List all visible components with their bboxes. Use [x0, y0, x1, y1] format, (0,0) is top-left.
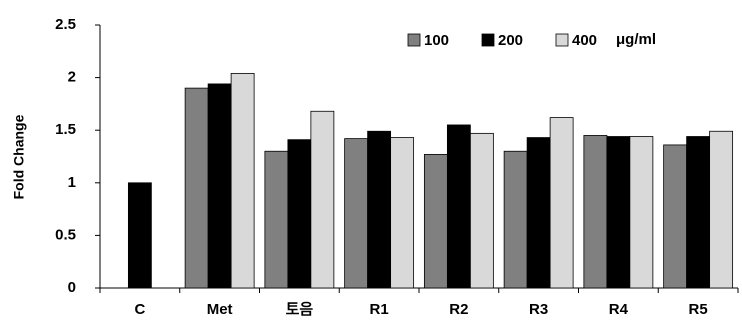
y-tick-label: 0.5 [55, 226, 76, 243]
legend-swatch [481, 33, 495, 47]
bar [686, 136, 711, 289]
x-tick-label: 토음 [286, 301, 314, 318]
x-tick-label: R1 [370, 301, 389, 318]
x-tick-label: R2 [449, 301, 468, 318]
bar [367, 130, 392, 289]
bar [709, 130, 734, 289]
legend-swatch [555, 33, 569, 47]
legend-label: 400 [572, 32, 597, 49]
legend-label: 100 [424, 32, 449, 49]
bar [184, 87, 209, 289]
bar [390, 137, 415, 289]
bar [663, 144, 688, 289]
y-tick-label: 1 [68, 174, 76, 191]
bar [344, 138, 369, 289]
legend-unit: μg/ml [616, 31, 656, 48]
x-tick-label: R3 [529, 301, 548, 318]
bar [583, 135, 608, 289]
bar [503, 150, 528, 289]
y-tick-label: 0 [68, 279, 76, 296]
bar [230, 72, 255, 289]
bar [549, 117, 574, 289]
bar [629, 136, 654, 289]
bar [287, 139, 312, 289]
y-tick-label: 1.5 [55, 121, 76, 138]
bar [423, 153, 448, 289]
legend-swatch [407, 33, 421, 47]
x-tick-label: R5 [689, 301, 708, 318]
y-tick-label: 2.5 [55, 16, 76, 33]
x-tick-label: C [134, 301, 145, 318]
y-tick-label: 2 [68, 69, 76, 86]
bar [207, 83, 232, 289]
bar [606, 136, 631, 289]
y-axis-label: Fold Change [11, 114, 27, 199]
bar [526, 137, 551, 289]
bar [446, 124, 471, 289]
bar [469, 132, 494, 289]
x-tick-label: R4 [609, 301, 629, 318]
bar [310, 110, 335, 289]
x-tick-label: Met [207, 301, 233, 318]
bar [127, 182, 152, 289]
bar [264, 150, 289, 289]
legend-label: 200 [498, 32, 523, 49]
